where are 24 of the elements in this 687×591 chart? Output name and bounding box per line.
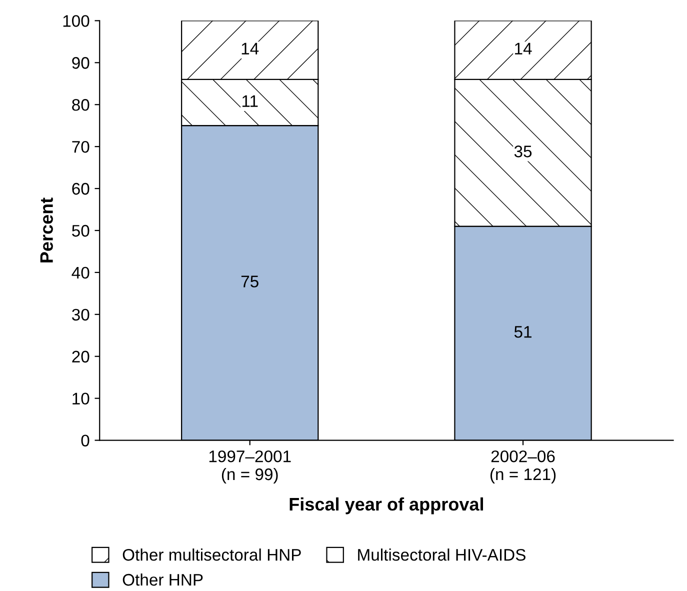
y-tick-label: 80 (72, 99, 90, 111)
y-tick-label: 70 (72, 140, 90, 153)
legend-label: Multisectoral HIV-AIDS (358, 548, 526, 561)
y-tick-label: 30 (72, 308, 90, 321)
data-label: 35 (514, 146, 532, 158)
y-tick-label: 100 (63, 15, 90, 27)
y-tick-label: 50 (72, 224, 90, 237)
y-axis-title: Percent (40, 198, 53, 262)
y-tick-label: 20 (72, 350, 90, 363)
y-tick-label: 90 (72, 57, 90, 69)
legend-label: Other HNP (122, 573, 203, 586)
data-label: 51 (514, 326, 532, 338)
x-tick-label: 2002–06 (n = 121) (490, 450, 556, 484)
y-tick-label: 10 (72, 392, 90, 405)
y-tick-label: 60 (72, 182, 90, 195)
legend-label: Other multisectoral HNP (122, 548, 301, 561)
data-label: 14 (515, 42, 532, 54)
data-label: 75 (241, 276, 258, 288)
x-axis-title: Fiscal year of approval (290, 497, 484, 514)
x-tick-label: 1997–2001 (n = 99) (209, 450, 291, 484)
data-label: 14 (242, 42, 259, 54)
data-label: 11 (242, 95, 258, 107)
y-tick-label: 0 (81, 434, 90, 446)
y-tick-label: 40 (72, 266, 90, 279)
